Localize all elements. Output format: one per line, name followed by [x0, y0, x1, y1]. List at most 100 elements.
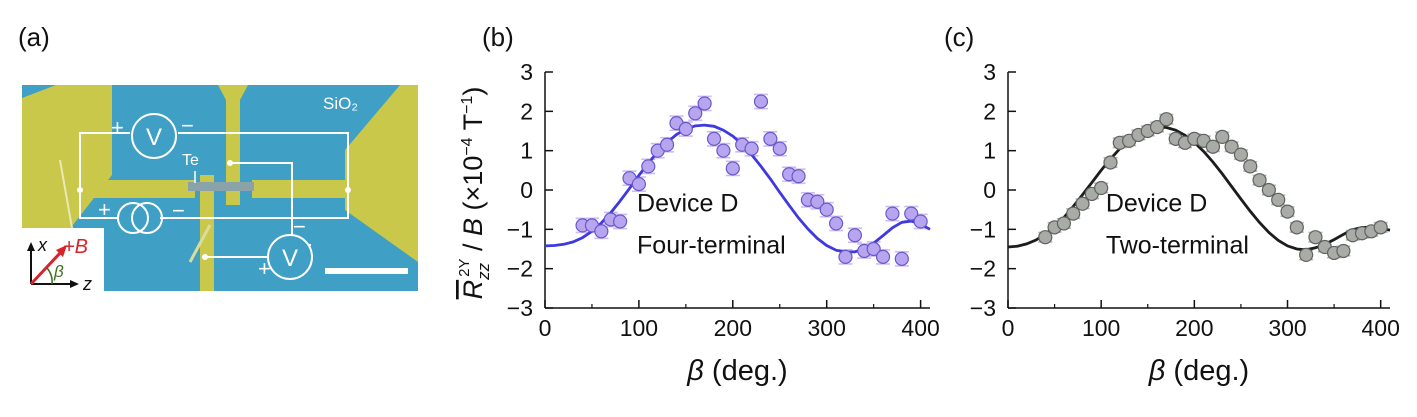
y-tick-label: −3 [507, 295, 533, 321]
left-finger [85, 180, 195, 198]
voltmeter-top-label: V [146, 124, 162, 151]
x-tick-label: 300 [1268, 315, 1306, 341]
data-point [1271, 192, 1286, 207]
y-tick-label: 3 [520, 59, 533, 85]
x-tick-label: 100 [1082, 315, 1120, 341]
data-point [913, 214, 928, 229]
data-point [791, 169, 806, 184]
angle-label: β [53, 262, 64, 281]
data-point [838, 249, 853, 264]
data-point [810, 194, 825, 209]
data-point [885, 206, 900, 221]
contact-dot [345, 187, 351, 193]
te-label: Te [182, 152, 199, 169]
chart-annotation: Device D [1106, 190, 1207, 218]
data-point [716, 143, 731, 158]
x-tick-label: 200 [1175, 315, 1213, 341]
data-point [725, 161, 740, 176]
data-point [697, 96, 712, 111]
data-point [1261, 182, 1276, 198]
data-point [847, 228, 862, 243]
scale-bar [325, 268, 408, 274]
data-point [1103, 155, 1118, 170]
x-tick-label: 400 [901, 315, 939, 341]
contact-dot [77, 187, 83, 193]
field-arrow [29, 250, 63, 286]
data-point [828, 216, 844, 231]
y-tick-label: 0 [983, 177, 996, 203]
y-tick-label: −1 [970, 216, 996, 242]
x-axis-label: x [37, 235, 48, 255]
voltmeter-right-minus: − [293, 214, 306, 239]
data-point [1308, 230, 1323, 245]
top-lead [226, 85, 240, 205]
chart-four-terminal: −3 −2 −1 0 1 2 3 0 100 200 300 400 β (deg.) Device D F… [507, 59, 940, 387]
data-point [763, 131, 778, 146]
chart-annotation: Device D [637, 190, 738, 218]
data-point [1224, 139, 1239, 154]
x-tick-label: 0 [539, 315, 552, 341]
data-point [641, 159, 656, 174]
y-tick-label: 0 [520, 177, 533, 203]
current-source-right [131, 202, 163, 234]
data-point [1215, 129, 1230, 144]
data-point [904, 206, 919, 221]
voltmeter-top [131, 113, 177, 159]
data-point [678, 121, 693, 137]
data-point [659, 137, 675, 152]
y-tick-label: 3 [983, 59, 996, 85]
data-point [1094, 180, 1109, 196]
data-point [1233, 147, 1249, 162]
right-finger [252, 180, 347, 198]
data-point [819, 202, 834, 217]
data-point [594, 224, 609, 239]
data-point [744, 141, 759, 156]
field-arrowhead [56, 245, 67, 257]
panel-label-a: (a) [18, 22, 50, 52]
y-tick-label: 1 [983, 138, 996, 164]
y-tick-label: 1 [520, 138, 533, 164]
data-point [866, 241, 881, 257]
data-point [688, 106, 703, 121]
data-point [1038, 230, 1053, 245]
data-point [1373, 220, 1388, 235]
x-tick-label: 0 [1002, 315, 1015, 341]
data-point [1159, 112, 1174, 127]
contact-dot [202, 254, 208, 260]
x-tick-label: 100 [620, 315, 658, 341]
angle-arc [46, 267, 53, 285]
top-lead-flare [218, 85, 248, 100]
panel-label-b: (b) [482, 22, 514, 52]
y-tick-label: −1 [507, 216, 533, 242]
x-tick-label: 200 [714, 315, 752, 341]
x-axis-arrowhead [27, 242, 35, 251]
data-point [772, 141, 787, 156]
source-plus: + [98, 197, 111, 222]
data-point [1066, 206, 1081, 221]
source-minus: − [172, 198, 185, 223]
voltmeter-right [267, 234, 313, 280]
data-point [1336, 243, 1351, 259]
voltmeter-top-plus: + [111, 115, 124, 140]
x-tick-label: 300 [808, 315, 846, 341]
data-point [894, 251, 909, 266]
z-axis-arrowhead [70, 280, 79, 288]
x-tick-label: 400 [1361, 315, 1399, 341]
data-point [1056, 216, 1072, 231]
data-point [1252, 173, 1267, 188]
y-tick-label: 2 [520, 98, 533, 124]
data-point [1075, 196, 1090, 211]
y-tick-label: −2 [970, 256, 996, 282]
y-axis-label: Rzz2Y / B (×10−4 T−1) [456, 87, 493, 300]
data-point [875, 249, 891, 264]
scratch-2 [188, 224, 212, 263]
voltmeter-right-plus: + [258, 256, 271, 281]
field-label: +B [63, 236, 88, 258]
voltmeter-top-minus: − [181, 113, 194, 138]
device-micrograph: V V + − + − − + Te SiO₂ x z +B β [22, 85, 418, 294]
x-axis-label: β (deg.) [686, 355, 787, 387]
data-point [1205, 139, 1221, 154]
y-tick-label: −2 [507, 256, 533, 282]
x-axis-label: β (deg.) [1148, 355, 1249, 387]
